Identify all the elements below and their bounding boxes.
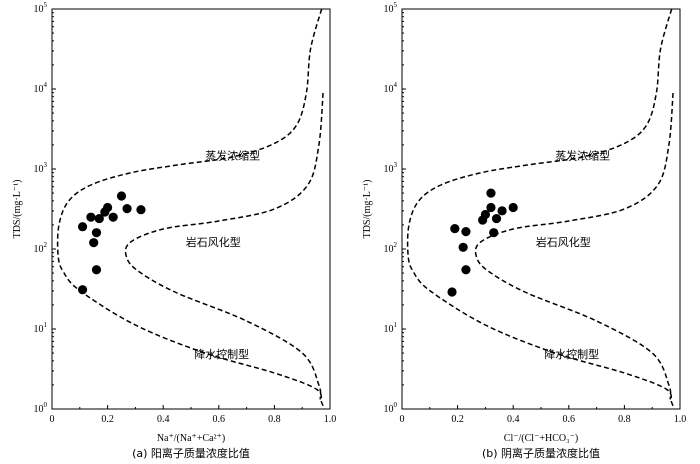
gibbs-envelope-outer: [406, 8, 676, 410]
region-label: 岩石风化型: [536, 235, 591, 249]
data-point: [461, 227, 471, 237]
data-point: [122, 203, 132, 214]
data-point: [447, 287, 457, 297]
x-tick-label: 0.2: [101, 414, 114, 425]
plot-frame: [401, 8, 681, 410]
data-point: [136, 205, 146, 215]
region-label: 蒸发浓缩型: [205, 148, 260, 162]
region-label: 岩石风化型: [186, 235, 241, 249]
x-tick-label: 0.8: [618, 414, 631, 425]
y-tick-label: 104: [384, 81, 398, 95]
gibbs-envelope-inner: [474, 92, 674, 400]
data-point: [450, 223, 460, 234]
data-point: [491, 213, 502, 224]
plot-frame: [51, 8, 331, 410]
data-point: [458, 242, 468, 252]
x-tick-label: 0.6: [213, 414, 226, 425]
data-point: [91, 265, 102, 275]
panel-caption: (a) 阳离子质量浓度比值: [132, 446, 250, 460]
y-tick-label: 102: [34, 241, 48, 255]
x-axis-label: Na⁺/(Na⁺+Ca²⁺): [157, 433, 225, 444]
y-tick-label: 101: [34, 321, 48, 335]
y-tick-label: 102: [384, 241, 398, 255]
x-tick-label: 0: [400, 414, 405, 425]
x-tick-label: 0.6: [563, 414, 576, 425]
data-point: [508, 202, 518, 213]
data-point: [497, 206, 507, 216]
data-point: [86, 212, 96, 222]
y-tick-label: 101: [384, 321, 398, 335]
x-tick-label: 0.4: [507, 414, 520, 425]
y-tick-label: 104: [34, 81, 48, 95]
data-point: [103, 202, 113, 213]
chart-panel-b: 0 0.2 0.4 0.6 0.8 1.0 100 101 102 103 104 105 TDS/(m…: [362, 1, 686, 460]
x-axis-label: Cl⁻/(Cl⁻+HCO₃⁻): [504, 433, 578, 444]
y-tick-label: 100: [34, 401, 48, 415]
data-point: [77, 222, 88, 232]
data-point: [486, 202, 496, 213]
y-axis-label: TDS/(mg·L⁻¹): [362, 180, 373, 239]
region-label: 降水控制型: [194, 347, 249, 361]
data-point: [116, 191, 127, 201]
data-point: [77, 285, 88, 295]
panel-caption: (b) 阴离子质量浓度比值: [482, 446, 600, 460]
data-point: [108, 212, 118, 222]
data-point: [480, 209, 490, 220]
region-label: 降水控制型: [544, 347, 599, 361]
chart-panel-a: 0 0.2 0.4 0.6 0.8 1.0 100 101 102 103 104 105 TDS/(m…: [12, 1, 336, 460]
gibbs-envelope-outer: [56, 8, 326, 410]
data-point: [461, 265, 471, 275]
y-tick-label: 100: [384, 401, 398, 415]
y-axis-label: TDS/(mg·L⁻¹): [12, 180, 23, 239]
y-tick-label: 103: [384, 161, 398, 175]
x-tick-label: 0.8: [268, 414, 281, 425]
data-point: [89, 238, 99, 248]
y-tick-label: 103: [34, 161, 48, 175]
x-tick-label: 0: [50, 414, 55, 425]
data-point: [489, 228, 499, 238]
x-tick-label: 1.0: [674, 414, 687, 425]
x-tick-label: 0.4: [157, 414, 170, 425]
data-point: [486, 188, 496, 198]
region-label: 蒸发浓缩型: [555, 148, 610, 162]
y-tick-label: 105: [384, 1, 398, 15]
gibbs-envelope-inner: [124, 92, 324, 400]
y-tick-label: 105: [34, 1, 48, 15]
x-tick-label: 1.0: [324, 414, 337, 425]
data-point: [94, 213, 104, 224]
x-tick-label: 0.2: [451, 414, 464, 425]
data-point: [91, 228, 102, 238]
